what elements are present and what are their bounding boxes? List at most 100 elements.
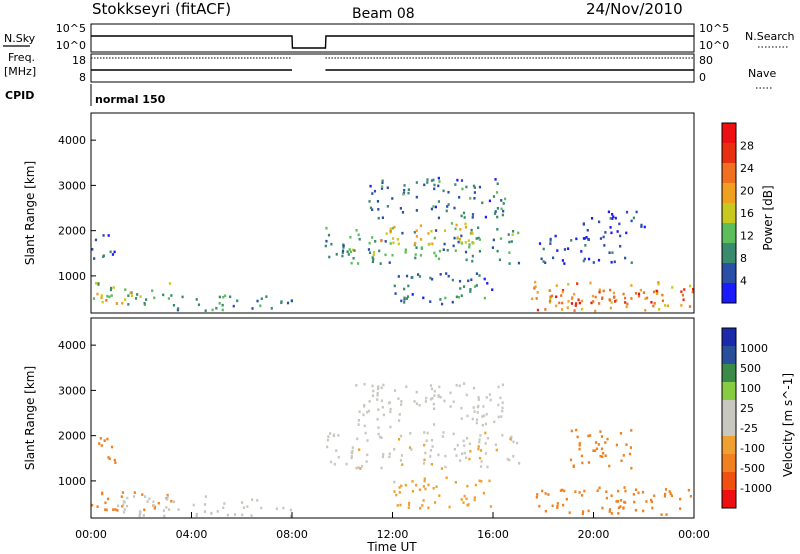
heatmap-cell xyxy=(599,237,603,240)
time-tick-label: 08:00 xyxy=(276,528,308,541)
heatmap-cell xyxy=(561,290,564,294)
heatmap-cell xyxy=(132,495,136,498)
freq-tick-left-low: 8 xyxy=(79,71,86,84)
heatmap-cell xyxy=(501,433,504,437)
heatmap-cell xyxy=(337,455,340,459)
heatmap-cell xyxy=(468,245,471,249)
heatmap-cell xyxy=(104,501,107,505)
heatmap-cell xyxy=(641,490,645,494)
time-tick-label: 20:00 xyxy=(578,528,610,541)
heatmap-cell xyxy=(148,497,151,501)
heatmap-cell xyxy=(413,243,416,247)
heatmap-cell xyxy=(101,300,104,304)
heatmap-cell xyxy=(221,308,224,312)
noise-tick-right-low: 10^0 xyxy=(699,39,729,52)
heatmap-cell xyxy=(105,299,108,302)
heatmap-cell xyxy=(391,226,394,230)
heatmap-cell xyxy=(492,195,496,198)
heatmap-cell xyxy=(122,510,126,514)
heatmap-cell xyxy=(172,303,176,307)
time-tick-label: 12:00 xyxy=(377,528,409,541)
range-tick-label: 1000 xyxy=(58,270,86,283)
heatmap-cell xyxy=(598,302,601,305)
heatmap-cell xyxy=(567,300,570,303)
heatmap-cell xyxy=(351,449,354,453)
heatmap-cell xyxy=(152,500,155,504)
heatmap-cell xyxy=(127,294,130,297)
heatmap-cell xyxy=(424,400,428,403)
heatmap-cell xyxy=(429,276,432,280)
heatmap-cell xyxy=(203,510,207,513)
heatmap-cell xyxy=(502,209,505,213)
heatmap-cell xyxy=(609,306,612,310)
heatmap-cell xyxy=(639,288,643,292)
heatmap-cell xyxy=(433,394,436,397)
heatmap-cell xyxy=(634,508,637,512)
heatmap-cell xyxy=(460,179,464,182)
heatmap-cell xyxy=(574,490,577,494)
heatmap-cell xyxy=(415,235,418,238)
heatmap-cell xyxy=(163,514,166,518)
heatmap-cell xyxy=(379,435,382,439)
heatmap-cell xyxy=(423,183,426,187)
heatmap-cell xyxy=(518,461,521,465)
heatmap-cell xyxy=(457,240,460,244)
heatmap-cell xyxy=(251,307,254,310)
power-panel: 1000 2000 3000 4000 Slant Range [km] 28 24 20… xyxy=(23,112,775,314)
heatmap-cell xyxy=(221,303,224,307)
power-panel-frame xyxy=(90,112,695,314)
heatmap-cell xyxy=(577,298,580,302)
heatmap-cell xyxy=(439,298,442,301)
heatmap-cell xyxy=(91,248,94,251)
heatmap-cell xyxy=(449,391,452,395)
heatmap-cell xyxy=(433,187,436,191)
heatmap-cell xyxy=(454,481,457,484)
heatmap-cell xyxy=(289,508,293,512)
heatmap-cell xyxy=(480,479,483,483)
heatmap-cell xyxy=(437,216,441,220)
heatmap-cell xyxy=(439,273,442,276)
heatmap-cell xyxy=(534,280,537,284)
heatmap-cell xyxy=(461,187,464,191)
heatmap-cell xyxy=(109,250,112,254)
heatmap-cell xyxy=(388,455,391,459)
heatmap-cell xyxy=(640,223,643,227)
heatmap-cell xyxy=(643,225,646,229)
heatmap-cell xyxy=(439,395,442,399)
heatmap-cell xyxy=(401,463,404,466)
heatmap-cell xyxy=(415,181,418,184)
heatmap-cell xyxy=(351,446,354,449)
heatmap-cell xyxy=(403,296,406,300)
heatmap-cell xyxy=(680,290,683,294)
heatmap-cell xyxy=(572,464,575,468)
heatmap-cell xyxy=(657,282,660,286)
heatmap-cell xyxy=(512,454,515,458)
heatmap-cell xyxy=(115,302,118,305)
heatmap-cell xyxy=(456,443,459,447)
freq-label-line1: Freq. xyxy=(8,51,35,64)
heatmap-cell xyxy=(415,246,418,249)
heatmap-cell xyxy=(399,434,403,438)
heatmap-cell xyxy=(478,479,481,483)
colorbar-segment xyxy=(722,243,736,264)
heatmap-cell xyxy=(242,506,246,510)
heatmap-cell xyxy=(377,426,380,429)
heatmap-cell xyxy=(98,442,101,445)
heatmap-cell xyxy=(498,258,502,262)
heatmap-cell xyxy=(371,256,374,259)
heatmap-cell xyxy=(581,494,584,497)
heatmap-cell xyxy=(170,294,173,297)
heatmap-cell xyxy=(652,304,655,308)
heatmap-cell xyxy=(575,428,578,432)
heatmap-cell xyxy=(251,498,254,501)
heatmap-cell xyxy=(484,215,487,219)
heatmap-cell xyxy=(424,451,427,455)
heatmap-cell xyxy=(482,414,485,418)
heatmap-cell xyxy=(475,418,479,422)
heatmap-cell xyxy=(404,248,407,252)
heatmap-cell xyxy=(559,489,562,492)
heatmap-cell xyxy=(386,186,389,190)
heatmap-cell xyxy=(608,298,611,301)
heatmap-cell xyxy=(496,249,499,253)
heatmap-cell xyxy=(682,298,685,302)
